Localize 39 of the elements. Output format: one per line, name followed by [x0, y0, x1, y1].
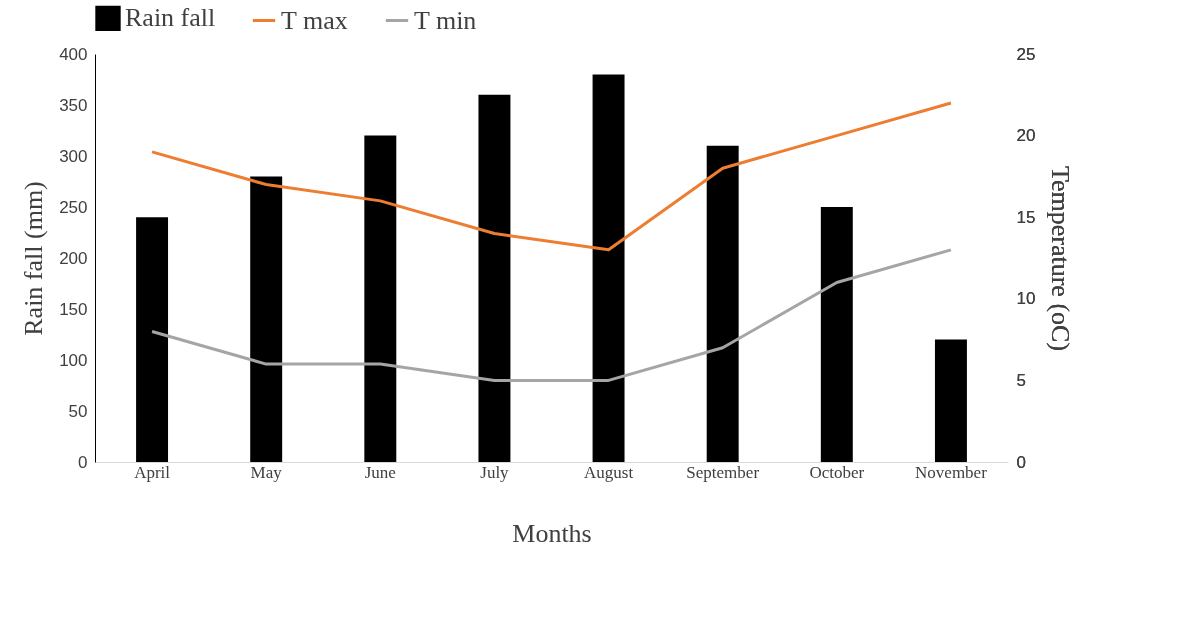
legend-label: T max [281, 5, 348, 35]
bar [820, 207, 853, 462]
x-tick-label: September [686, 462, 760, 482]
y2-tick-label: 0 [1016, 452, 1026, 472]
line-series [150, 248, 953, 382]
x-tick-label: October [809, 462, 865, 482]
bar [934, 339, 967, 462]
y2-tick-label: 20 [1016, 126, 1036, 146]
y-tick-label: 400 [59, 44, 88, 64]
x-tick-label: August [584, 462, 634, 482]
bar [478, 94, 511, 462]
bar [136, 217, 169, 462]
bar [250, 176, 283, 462]
legend-label: T min [414, 5, 477, 35]
y-tick-label: 50 [68, 401, 88, 421]
y-tick-label: 100 [59, 350, 88, 370]
y2-axis-title: Temperature (oC) [1046, 165, 1076, 352]
y-tick-label: 350 [59, 95, 88, 115]
line-series [150, 101, 953, 252]
x-tick-label: May [250, 462, 283, 482]
bar [592, 74, 625, 462]
y-tick-label: 250 [59, 197, 88, 217]
y2-tick-label: 25 [1016, 44, 1036, 64]
x-tick-label: April [134, 462, 171, 482]
legend-label: Rain fall [125, 3, 216, 33]
x-tick-label: June [364, 462, 396, 482]
y2-tick-label: 10 [1016, 289, 1036, 309]
y-tick-label: 150 [59, 299, 88, 319]
x-tick-label: July [480, 462, 510, 482]
y2-tick-label: 5 [1016, 370, 1026, 390]
bar [706, 145, 739, 462]
bar [364, 135, 397, 462]
y-tick-label: 300 [59, 146, 88, 166]
y-axis-title: Rain fall (mm) [19, 181, 49, 336]
y-tick-label: 0 [78, 452, 88, 472]
y2-tick-label: 15 [1016, 207, 1036, 227]
x-tick-label: November [915, 462, 988, 482]
y-tick-label: 200 [59, 248, 88, 268]
x-axis-title: Months [512, 518, 592, 548]
